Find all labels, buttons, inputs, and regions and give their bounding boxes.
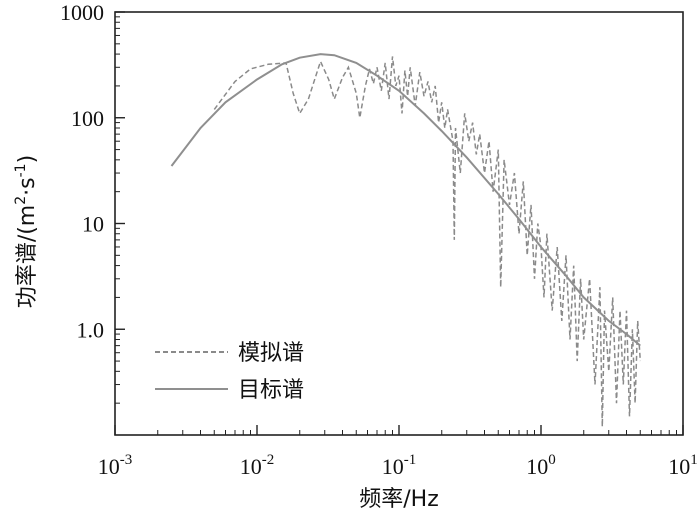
y-axis-title: 功率谱/(m2·s-1) [13,155,40,308]
legend-label: 目标谱 [238,378,304,403]
legend-label: 模拟谱 [238,341,304,366]
x-tick-label: 100 [526,452,556,479]
y-tick-label: 10 [82,212,104,237]
y-tick-label: 1000 [60,0,104,25]
series-line-target-spectrum [170,53,641,347]
x-tick-label: 101 [668,452,698,479]
y-tick-label: 1.0 [77,317,105,342]
x-tick-label: 10-3 [98,452,133,479]
x-axis-title: 频率/Hz [359,487,439,512]
plot-frame [114,11,684,436]
x-tick-label: 10-1 [382,452,417,479]
series-line-simulated-spectrum [213,56,642,427]
x-tick-label: 10-2 [240,452,275,479]
y-tick-label: 100 [71,106,104,131]
